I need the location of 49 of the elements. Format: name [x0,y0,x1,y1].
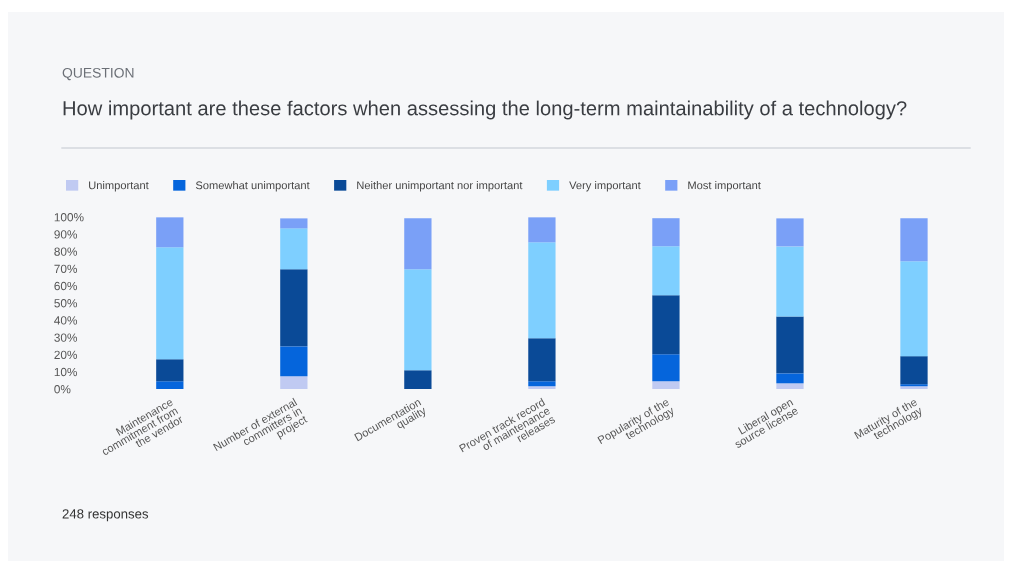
bar [528,242,556,339]
y-tick-label: 60% [54,281,78,291]
y-tick-label: 50% [54,299,78,308]
legend-label: Unimportant [89,181,149,192]
bar [528,338,556,382]
bar [900,218,928,262]
bar [280,218,308,229]
bar [404,218,432,270]
bar [776,316,804,374]
bar [776,373,804,384]
y-tick-label: 90% [54,230,78,239]
bar [156,359,184,382]
bar [280,228,308,270]
y-tick-label: 10% [54,367,78,377]
bar [776,218,804,247]
y-tick-label: 0% [54,385,71,394]
legend-label: Very important [569,181,641,192]
chart-subtitle: QUESTION [62,67,134,81]
bar [652,218,680,247]
legend-label: Neither unimportant nor important [357,181,523,192]
bar [652,381,680,389]
bar [652,246,680,296]
bar [652,295,680,355]
bar [156,217,184,248]
legend-label: Most important [688,181,761,192]
y-tick-label: 70% [54,264,78,273]
y-tick-label: 20% [54,350,78,359]
bar [156,247,184,360]
y-tick-label: 40% [54,316,78,325]
bar [404,269,432,371]
text: 248 responses [62,509,149,522]
chart-title: How important are these factors when assessing the long-term maintainability of a technology? [63,100,907,120]
bar [280,346,308,377]
bar [900,356,928,385]
bar [528,386,556,389]
bar [280,269,308,347]
bar [280,376,308,389]
legend-label: Somewhat unimportant [195,181,310,192]
bar [776,246,804,317]
bar [156,381,184,389]
y-tick-label: 30% [54,333,78,342]
bar [528,217,556,243]
bar [404,370,432,389]
bar [652,354,680,382]
y-tick-label: 80% [54,247,78,256]
y-tick-label: 100% [54,213,84,222]
bar [776,383,804,389]
bar [900,261,928,357]
bar [528,381,556,387]
